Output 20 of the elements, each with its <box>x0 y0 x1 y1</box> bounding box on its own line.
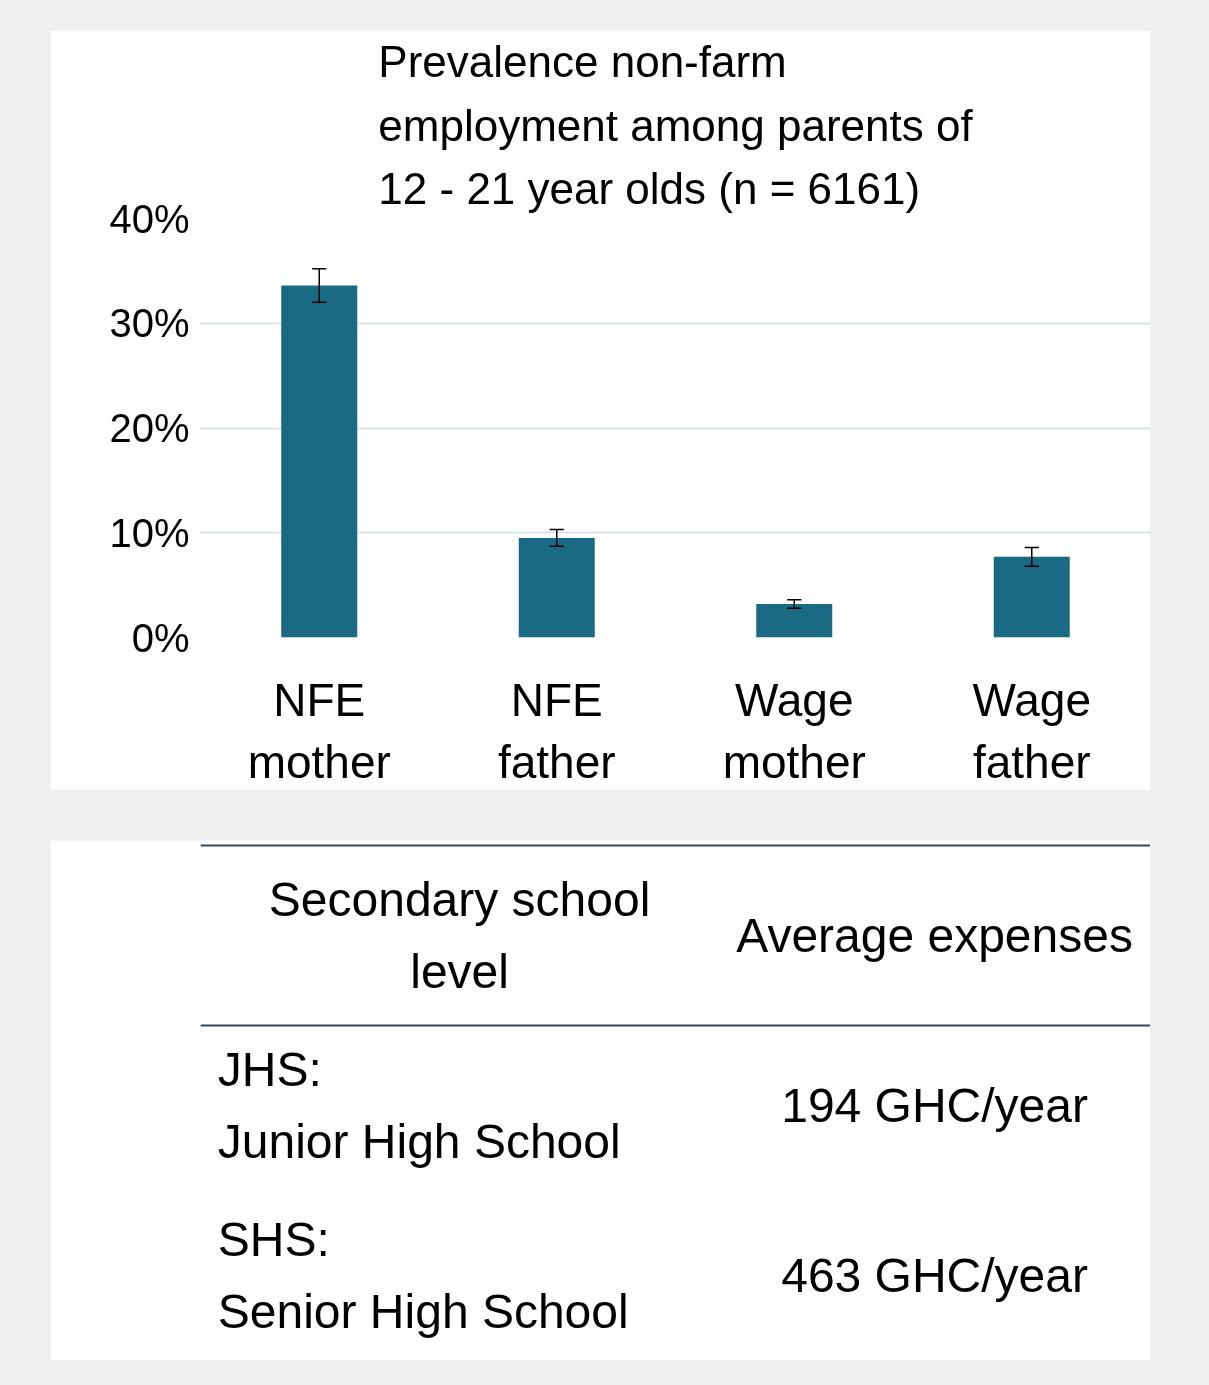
bar <box>281 285 358 638</box>
text: 463 GHC/year <box>781 1249 1088 1302</box>
text: Average expenses <box>736 909 1133 962</box>
bar <box>518 537 595 638</box>
x-tick-label: NFE mother <box>247 673 391 788</box>
bar <box>756 603 833 638</box>
text: 194 GHC/year <box>781 1079 1088 1132</box>
bar <box>993 556 1070 638</box>
y-tick-label: 0% <box>131 615 190 660</box>
text: JHS: Junior High School <box>217 1043 621 1168</box>
y-tick-label: 10% <box>109 510 190 555</box>
x-tick-label: Wage mother <box>722 673 866 788</box>
y-tick-label: 20% <box>109 406 190 450</box>
x-tick-label: Wage father <box>972 673 1091 788</box>
text: SHS: Senior High School <box>217 1213 629 1338</box>
text: Secondary school level <box>268 873 651 998</box>
chart-title: Prevalence non-farm employment among parents of 12 - 21 year olds (n = 6161) <box>378 37 974 214</box>
y-tick-label: 40% <box>109 196 190 241</box>
x-tick-label: NFE father <box>497 673 616 788</box>
y-tick-label: 30% <box>109 301 190 346</box>
